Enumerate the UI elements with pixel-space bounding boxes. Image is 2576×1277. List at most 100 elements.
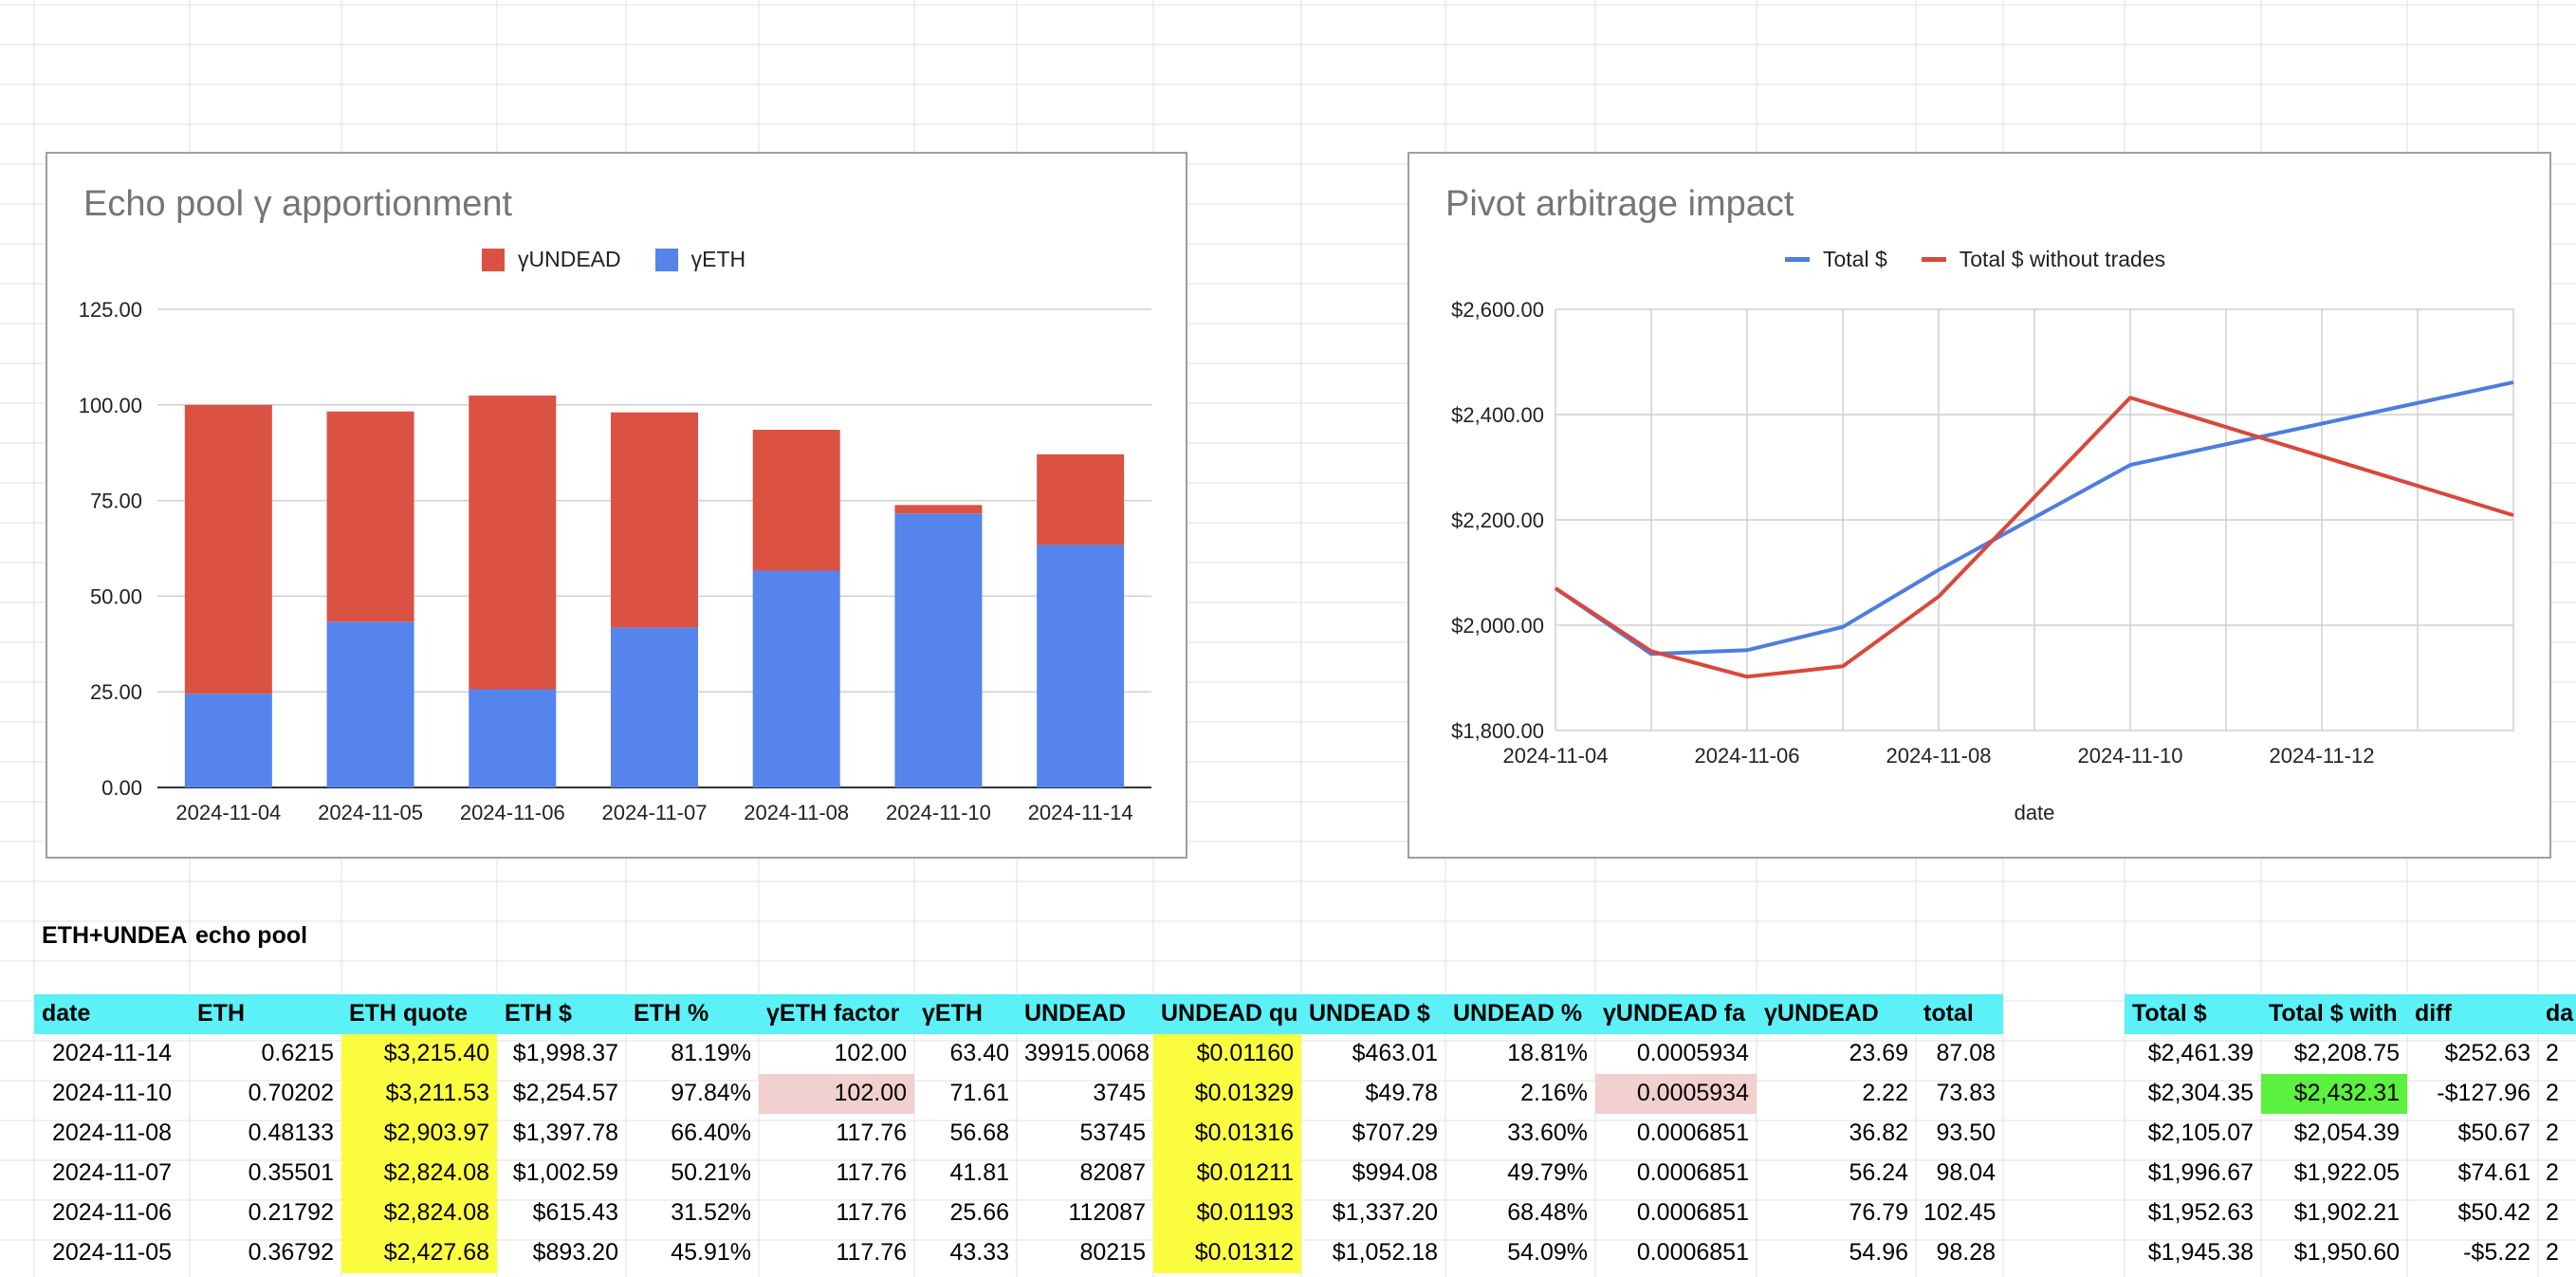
summary-cell[interactable]: 2 [2546, 1239, 2559, 1266]
summary-cell[interactable]: $2,304.35 [2147, 1080, 2254, 1106]
column-header[interactable]: γETH factor [759, 994, 914, 1034]
summary-cell[interactable]: $50.67 [2457, 1120, 2530, 1146]
table-cell[interactable]: 0.0006851 [1636, 1239, 1749, 1266]
table-cell[interactable]: $2,824.08 [341, 1154, 497, 1194]
table-cell[interactable]: $0.01160 [1153, 1034, 1301, 1074]
summary-cell[interactable]: 2 [2546, 1159, 2559, 1186]
table-cell[interactable]: 112087 [1068, 1199, 1146, 1226]
summary-cell[interactable]: $1,996.67 [2147, 1159, 2254, 1186]
table-cell[interactable]: $0.01316 [1153, 1114, 1301, 1154]
summary-cell[interactable]: $252.63 [2444, 1040, 2530, 1066]
table-cell[interactable]: 50.21% [671, 1159, 751, 1186]
table-cell[interactable]: 2024-11-06 [51, 1199, 173, 1226]
table-cell[interactable]: $0.01312 [1153, 1233, 1301, 1273]
column-header[interactable]: γUNDEAD [1757, 994, 1916, 1034]
summary-cell[interactable]: $2,432.31 [2261, 1074, 2407, 1114]
column-header[interactable]: UNDEAD qu [1153, 994, 1301, 1034]
table-cell[interactable]: 2024-11-10 [51, 1080, 173, 1106]
table-cell[interactable]: 2.22 [1862, 1080, 1908, 1106]
table-cell[interactable]: $463.01 [1352, 1040, 1438, 1066]
table-cell[interactable]: 0.6215 [261, 1040, 334, 1066]
table-cell[interactable]: 0.21792 [248, 1199, 334, 1226]
table-cell[interactable]: 2024-11-08 [51, 1120, 173, 1146]
summary-cell[interactable]: $2,105.07 [2147, 1120, 2254, 1146]
table-cell[interactable]: 66.40% [671, 1120, 751, 1146]
table-cell[interactable]: $2,903.97 [341, 1114, 497, 1154]
table-cell[interactable]: 81.19% [671, 1040, 751, 1066]
column-header[interactable]: date [34, 994, 190, 1034]
table-cell[interactable]: 2.16% [1520, 1080, 1588, 1106]
table-cell[interactable]: 98.04 [1936, 1159, 1996, 1186]
table-cell[interactable]: 0.0006851 [1636, 1159, 1749, 1186]
table-cell[interactable]: 0.0005934 [1595, 1074, 1757, 1114]
table-cell[interactable]: 82087 [1079, 1159, 1146, 1186]
table-cell[interactable]: 0.35501 [248, 1159, 334, 1186]
table-cell[interactable]: 98.28 [1936, 1239, 1996, 1266]
table-cell[interactable]: $2,254.57 [512, 1080, 618, 1106]
table-cell[interactable]: $893.20 [532, 1239, 618, 1266]
table-cell[interactable]: 23.69 [1849, 1040, 1908, 1066]
table-cell[interactable]: 54.96 [1849, 1239, 1908, 1266]
table-cell[interactable]: 117.76 [836, 1239, 907, 1266]
table-cell[interactable]: 71.61 [949, 1080, 1009, 1106]
table-cell[interactable]: $994.08 [1352, 1159, 1438, 1186]
table-cell[interactable]: $1,052.18 [1332, 1239, 1438, 1266]
summary-cell[interactable]: $2,054.39 [2293, 1120, 2400, 1146]
table-cell[interactable]: $707.29 [1352, 1120, 1438, 1146]
table-cell[interactable]: 56.68 [949, 1120, 1009, 1146]
summary-cell[interactable]: $50.42 [2457, 1199, 2530, 1226]
summary-cell[interactable]: $1,902.21 [2293, 1199, 2400, 1226]
table-cell[interactable]: 0.0006851 [1636, 1120, 1749, 1146]
table-cell[interactable]: 102.00 [759, 1074, 914, 1114]
column-header[interactable]: total [1916, 994, 2003, 1034]
column-header[interactable]: ETH % [626, 994, 759, 1034]
section-label-eth-undead[interactable]: ETH+UNDEAD [42, 922, 188, 949]
summary-column-header[interactable]: da [2538, 994, 2576, 1034]
table-cell[interactable]: $2,427.68 [341, 1233, 497, 1273]
column-header[interactable]: ETH quote [341, 994, 497, 1034]
table-cell[interactable]: 76.79 [1849, 1199, 1908, 1226]
table-cell[interactable]: $1,397.78 [512, 1120, 618, 1146]
summary-cell[interactable]: $2,461.39 [2147, 1040, 2254, 1066]
summary-cell[interactable]: $1,952.63 [2147, 1199, 2254, 1226]
table-cell[interactable]: 0.48133 [248, 1120, 334, 1146]
table-cell[interactable]: 0.36792 [248, 1239, 334, 1266]
table-cell[interactable]: $49.78 [1365, 1080, 1438, 1106]
column-header[interactable]: UNDEAD % [1445, 994, 1595, 1034]
table-cell[interactable]: 102.45 [1923, 1199, 1996, 1226]
table-cell[interactable]: $1,337.20 [1332, 1199, 1438, 1226]
column-header[interactable]: γUNDEAD fa [1595, 994, 1757, 1034]
table-cell[interactable]: $1,998.37 [512, 1040, 618, 1066]
table-cell[interactable]: 33.60% [1507, 1120, 1588, 1146]
table-cell[interactable]: 2024-11-14 [51, 1040, 173, 1066]
table-cell[interactable]: 0.0006851 [1636, 1199, 1749, 1226]
section-label-echo-pool[interactable]: echo pool [195, 922, 308, 949]
summary-cell[interactable]: $74.61 [2457, 1159, 2530, 1186]
table-cell[interactable]: 39915.0068 [1024, 1040, 1150, 1066]
table-cell[interactable]: 53745 [1079, 1120, 1146, 1146]
summary-cell[interactable]: 2 [2546, 1080, 2559, 1106]
table-cell[interactable]: 2024-11-05 [51, 1239, 173, 1266]
table-cell[interactable]: 41.81 [949, 1159, 1009, 1186]
summary-cell[interactable]: 2 [2546, 1120, 2559, 1146]
table-cell[interactable]: 25.66 [949, 1199, 1009, 1226]
table-cell[interactable]: $615.43 [532, 1199, 618, 1226]
column-header[interactable]: ETH $ [497, 994, 626, 1034]
table-cell[interactable]: 117.76 [836, 1159, 907, 1186]
table-cell[interactable]: $0.01211 [1153, 1154, 1301, 1194]
summary-cell[interactable]: -$5.22 [2463, 1239, 2530, 1266]
table-cell[interactable]: 117.76 [836, 1120, 907, 1146]
table-cell[interactable]: $3,211.53 [341, 1074, 497, 1114]
summary-cell[interactable]: -$127.96 [2437, 1080, 2530, 1106]
column-header[interactable]: ETH [190, 994, 341, 1034]
table-cell[interactable]: 73.83 [1936, 1080, 1996, 1106]
table-cell[interactable]: 68.48% [1507, 1199, 1588, 1226]
table-cell[interactable]: $1,002.59 [512, 1159, 618, 1186]
line-chart[interactable]: Pivot arbitrage impact Total $ Total $ w… [1408, 152, 2551, 859]
table-cell[interactable]: 43.33 [949, 1239, 1009, 1266]
table-cell[interactable]: $3,215.40 [341, 1034, 497, 1074]
bar-chart[interactable]: Echo pool γ apportionment γUNDEAD γETH 0… [46, 152, 1187, 859]
table-cell[interactable]: 0.70202 [248, 1080, 334, 1106]
summary-cell[interactable]: $1,922.05 [2293, 1159, 2400, 1186]
table-cell[interactable]: 87.08 [1936, 1040, 1996, 1066]
